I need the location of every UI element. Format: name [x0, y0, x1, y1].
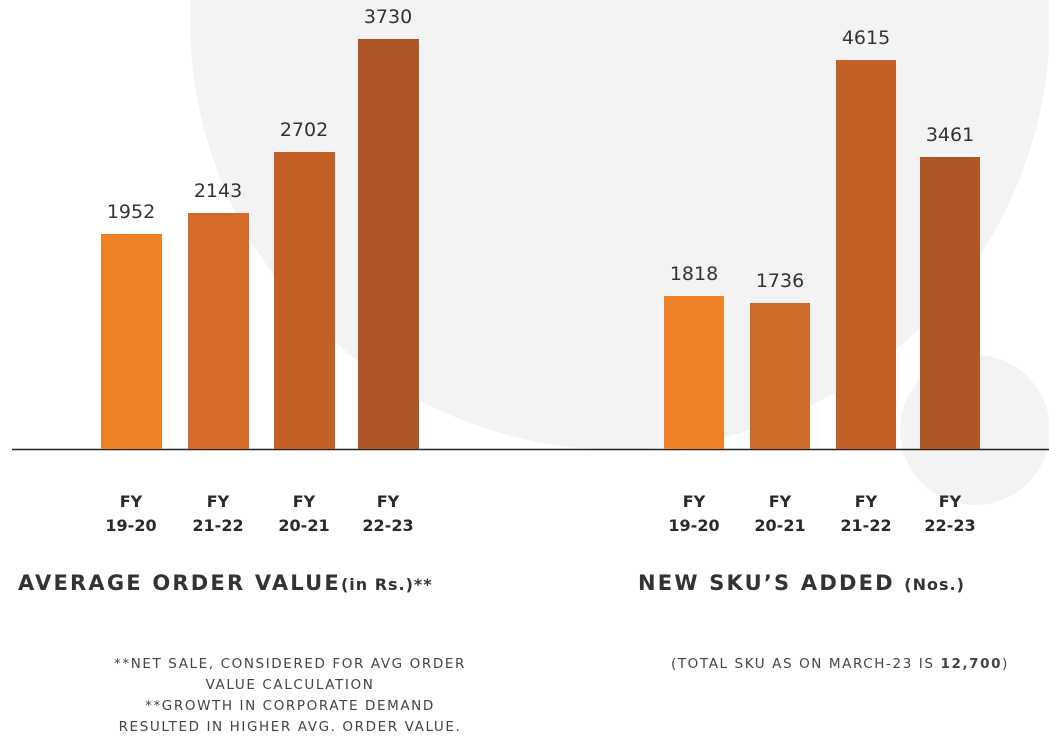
notes: (TOTAL SKU AS ON MARCH-23 IS 12,700) [660, 654, 1020, 675]
x-tick-label: FY 19-20 [668, 492, 720, 535]
value-label: 3461 [925, 124, 975, 147]
value-label: 2143 [193, 180, 243, 203]
value-label: 1952 [106, 201, 156, 224]
bar [100, 234, 162, 449]
title-unit: (Nos.) [904, 575, 965, 594]
x-tick-label: FY 21-22 [840, 492, 892, 535]
x-tick-label: FY 20-21 [278, 492, 330, 535]
x-tick-label: FY 22-23 [924, 492, 976, 535]
bar [357, 39, 419, 449]
bar [836, 60, 896, 449]
x-tick-label: FY 20-21 [754, 492, 806, 535]
x-tick-label: FY 21-22 [192, 492, 244, 535]
chart-title: AVERAGE ORDER VALUE(in Rs.)** [18, 571, 433, 595]
bar [664, 295, 724, 449]
title-text: NEW SKU’S ADDED [638, 571, 895, 595]
value-label: 4615 [841, 27, 891, 49]
x-tick-label: FY 22-23 [362, 492, 414, 535]
chart-title: NEW SKU’S ADDED (Nos.) [638, 571, 965, 595]
title-unit: (in Rs.)** [340, 575, 433, 594]
note: **NET SALE, CONSIDERED FOR AVG ORDER VAL… [114, 656, 466, 693]
value-label: 1818 [669, 262, 719, 285]
bar [920, 157, 980, 449]
note: **GROWTH IN CORPORATE DEMAND RESULTED IN… [118, 698, 462, 735]
bar [273, 151, 335, 449]
note-highlight: 12,700 [940, 656, 1003, 672]
note: (TOTAL SKU AS ON MARCH-23 IS [670, 656, 935, 672]
bar [187, 213, 249, 449]
value-label: 1736 [755, 269, 805, 292]
bar [750, 302, 810, 449]
x-tick-label: FY 19-20 [105, 492, 157, 535]
value-label: 3730 [363, 6, 413, 28]
value-label: 2702 [279, 118, 329, 141]
title-text: AVERAGE ORDER VALUE [18, 571, 341, 595]
note-end: ) [1002, 656, 1010, 672]
notes: **NET SALE, CONSIDERED FOR AVG ORDER VAL… [110, 654, 470, 738]
